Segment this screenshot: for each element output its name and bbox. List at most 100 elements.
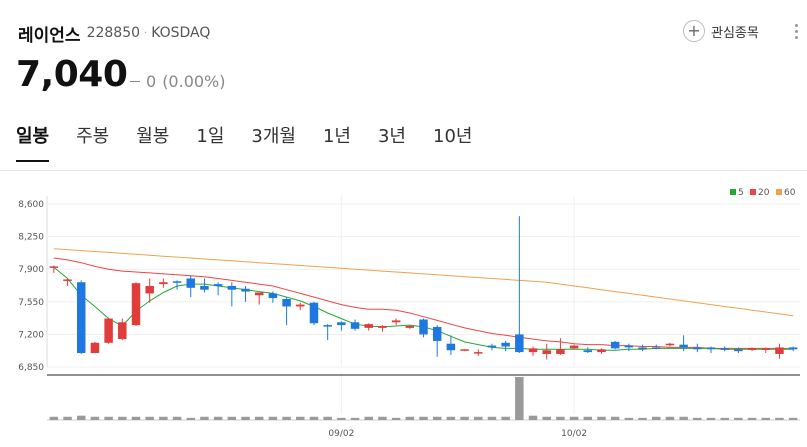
volume-bar [76, 415, 86, 420]
candle-body [761, 348, 771, 350]
candle-body [90, 342, 100, 354]
candle-body [597, 349, 606, 353]
watchlist-button[interactable]: + 관심종목 [683, 20, 759, 42]
volume-bar [405, 416, 415, 420]
candle-body [542, 350, 551, 354]
candle-body [227, 285, 237, 290]
plus-icon: + [683, 20, 705, 42]
volume-bar [446, 416, 456, 420]
volume-bar [131, 416, 141, 420]
volume-bar [775, 417, 784, 420]
candle-body [610, 341, 620, 349]
price-change: 0 (0.00%) [130, 72, 226, 91]
volume-bar [378, 416, 387, 420]
candle-body [104, 318, 113, 343]
volume-bar [172, 416, 182, 420]
volume-bar [227, 416, 237, 420]
candle-body [213, 284, 223, 286]
candle-body [296, 304, 305, 307]
volume-bar [720, 417, 729, 420]
volume-bar [515, 377, 524, 420]
candle-body [569, 345, 579, 349]
volume-bar [90, 416, 100, 420]
more-options-icon[interactable] [795, 24, 799, 39]
market-name: KOSDAQ [151, 25, 211, 41]
volume-bar [556, 416, 565, 420]
volume-bar [118, 416, 127, 420]
legend-swatch [750, 189, 756, 195]
period-tabs: 일봉 주봉 월봉 1일 3개월 1년 3년 10년 [16, 122, 499, 162]
candle-body [788, 347, 798, 350]
y-tick-label: 7,550 [18, 298, 44, 308]
candle-body [118, 322, 127, 340]
candle-body [145, 285, 154, 294]
volume-bar [296, 416, 305, 420]
volume-bar [364, 416, 373, 420]
volume-bar [282, 416, 291, 420]
tab-3years[interactable]: 3년 [377, 126, 406, 147]
volume-bar [474, 416, 483, 420]
y-tick-label: 7,200 [18, 330, 44, 340]
y-tick-label: 7,900 [18, 265, 44, 275]
flat-change-icon [130, 81, 140, 82]
volume-bar [542, 416, 551, 420]
candle-body [652, 347, 661, 349]
candle-body [775, 347, 784, 354]
volume-bar [391, 417, 401, 420]
tab-10years[interactable]: 10년 [433, 126, 473, 147]
volume-bar [159, 416, 168, 420]
volume-bar [761, 417, 771, 420]
volume-bar [583, 416, 593, 420]
tab-weekly[interactable]: 주봉 [76, 126, 110, 147]
candle-body [638, 347, 647, 350]
tab-daily[interactable]: 일봉 [16, 122, 50, 162]
tab-1year[interactable]: 1년 [322, 126, 351, 147]
volume-bar [432, 416, 442, 420]
candle-body [159, 282, 168, 285]
tab-monthly[interactable]: 월봉 [136, 126, 170, 147]
candle-body [364, 324, 373, 328]
volume-bar [693, 417, 702, 420]
candle-body [63, 279, 72, 281]
candle-body [474, 352, 483, 354]
candle-body [747, 348, 757, 350]
candle-body [186, 278, 195, 288]
divider [0, 170, 807, 171]
tab-3months[interactable]: 3개월 [251, 126, 296, 147]
legend-label: 60 [784, 188, 796, 198]
volume-bar [213, 416, 223, 420]
ma5-line [53, 266, 794, 351]
separator: · [144, 27, 148, 39]
candle-body [583, 350, 593, 353]
candle-body [487, 345, 497, 348]
y-tick-label: 8,250 [18, 233, 44, 243]
candle-body [405, 326, 415, 328]
volume-bar [747, 417, 757, 420]
candle-body [337, 322, 346, 326]
candle-body [432, 326, 442, 341]
volume-bar [241, 416, 250, 420]
volume-bar [487, 416, 497, 420]
tab-1day[interactable]: 1일 [196, 126, 225, 147]
price-chart[interactable]: 8,600 8,250 7,900 7,550 7,200 6,850 09/02 10/02… [0, 171, 807, 447]
candle-body [460, 349, 469, 351]
volume-bar [679, 416, 688, 420]
volume-bar [788, 417, 798, 420]
current-price: 7,040 [16, 54, 128, 95]
candle-body [693, 347, 702, 350]
volume-bar [706, 417, 716, 420]
volume-bar [254, 416, 264, 420]
change-value: 0 [146, 72, 157, 91]
volume-bar [200, 416, 209, 420]
volume-bar [104, 416, 113, 420]
volume-bar [309, 416, 319, 420]
candle-body [323, 325, 332, 327]
ma20-line [53, 257, 794, 349]
volume-bar [638, 417, 647, 420]
volume-bar [350, 417, 360, 420]
stock-code: 228850 [86, 25, 141, 41]
x-tick-label: 10/02 [561, 429, 587, 439]
candle-body [446, 343, 456, 351]
candle-body [49, 266, 59, 268]
candle-body [515, 334, 524, 353]
